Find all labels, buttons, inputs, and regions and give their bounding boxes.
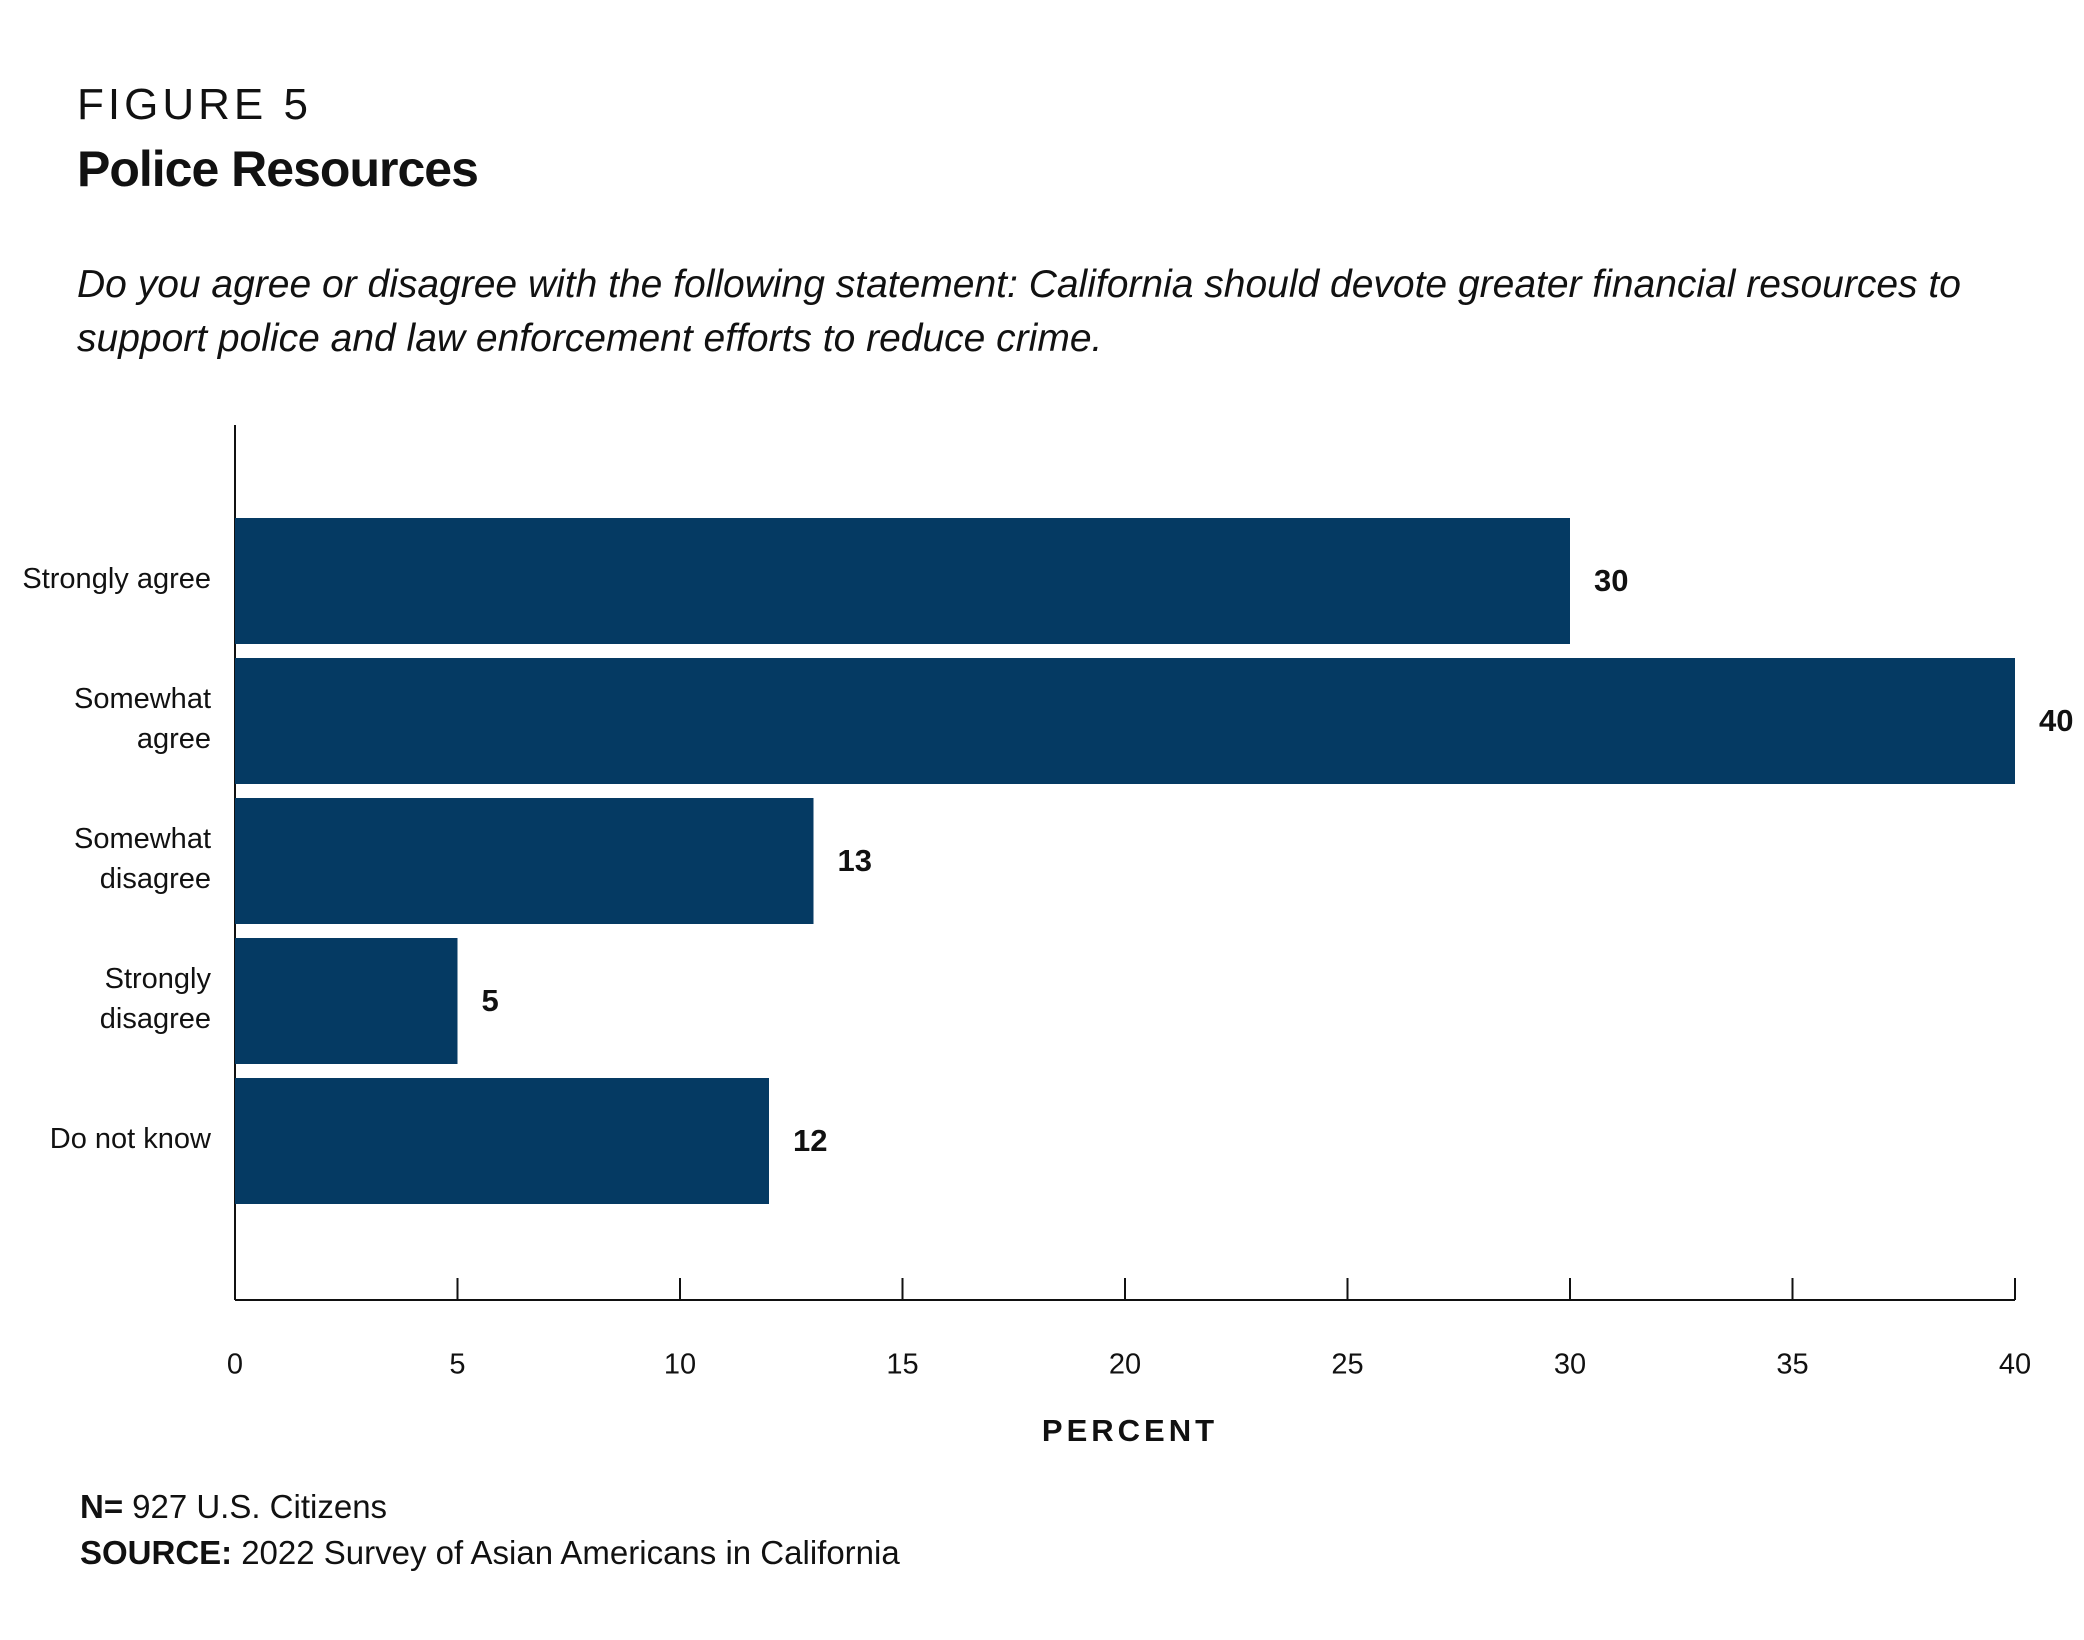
- x-tick-label: 30: [1554, 1349, 1586, 1381]
- value-label: 40: [2039, 703, 2073, 738]
- note-line: N= 927 U.S. Citizens: [80, 1484, 900, 1530]
- y-tick-label: Somewhat disagree: [73, 823, 211, 895]
- y-tick-label: Do not know: [49, 1123, 211, 1155]
- x-tick-label: 0: [227, 1349, 243, 1381]
- chart-title: Police Resources: [77, 141, 479, 197]
- value-label: 30: [1594, 563, 1628, 598]
- x-tick-label: 10: [664, 1349, 696, 1381]
- bar: [235, 938, 458, 1064]
- x-tick-label: 15: [886, 1349, 918, 1381]
- x-tick-label: 5: [449, 1349, 465, 1381]
- chart-subtitle: Do you agree or disagree with the follow…: [77, 263, 1961, 360]
- x-tick-label: 25: [1331, 1349, 1363, 1381]
- note-text: 927 U.S. Citizens: [132, 1488, 388, 1525]
- value-label: 12: [793, 1123, 827, 1158]
- y-tick-label: Strongly disagree: [99, 963, 211, 1035]
- bar: [235, 518, 1570, 644]
- y-tick-label: Strongly agree: [22, 563, 211, 595]
- x-tick-label: 20: [1109, 1349, 1141, 1381]
- bar: [235, 798, 814, 924]
- x-axis-label: PERCENT: [1042, 1413, 1218, 1448]
- value-label: 5: [482, 983, 499, 1018]
- note-label: SOURCE:: [80, 1534, 233, 1571]
- y-tick-label: Somewhat agree: [73, 683, 211, 755]
- note-text: 2022 Survey of Asian Americans in Califo…: [241, 1534, 900, 1571]
- bar: [235, 658, 2015, 784]
- figure-label: FIGURE 5: [77, 80, 312, 129]
- notes: N= 927 U.S. Citizens SOURCE: 2022 Survey of…: [80, 1484, 900, 1576]
- x-tick-label: 40: [1999, 1349, 2031, 1381]
- note-line: SOURCE: 2022 Survey of Asian Americans in…: [80, 1530, 900, 1576]
- note-label: N=: [80, 1488, 124, 1525]
- value-label: 13: [838, 843, 872, 878]
- x-tick-label: 35: [1776, 1349, 1808, 1381]
- bar: [235, 1078, 769, 1204]
